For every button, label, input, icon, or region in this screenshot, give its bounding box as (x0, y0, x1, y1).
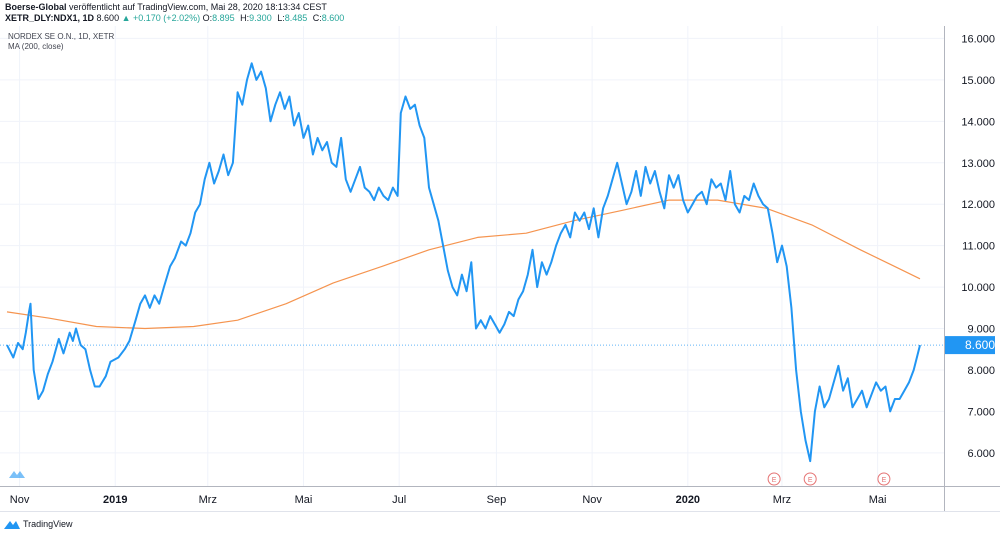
x-tick-label: Mai (295, 494, 313, 506)
chart-watermark-icon (9, 471, 25, 478)
publisher-name[interactable]: Boerse-Global (5, 2, 67, 12)
earnings-marker-label: E (882, 477, 887, 484)
price-line (6, 62, 921, 463)
earnings-marker (767, 472, 781, 486)
y-tick-label: 8.000 (967, 365, 995, 377)
last-price-label-bg (945, 336, 995, 355)
published-text: veröffentlicht auf TradingView.com, Mai … (69, 2, 327, 12)
price-chart[interactable]: 6.000 7.000 8.000 9.000 10.000 11.000 12.000 13… (0, 26, 1000, 511)
y-tick-label: 12.000 (961, 199, 995, 211)
price-change: +0.170 (+2.02%) (133, 13, 201, 23)
earnings-marker (803, 472, 817, 486)
ohlc-close-key: C: (312, 13, 322, 23)
symbol-name[interactable]: XETR_DLY:NDX1, 1D (5, 13, 95, 23)
x-tick-label: Mai (869, 494, 887, 506)
x-tick-label: Mrz (199, 494, 217, 506)
legend-title[interactable]: NORDEX SE O.N., 1D, XETR (8, 32, 115, 41)
up-arrow-icon: ▲ (121, 13, 131, 23)
earnings-marker (877, 472, 891, 486)
last-price: 8.600 (96, 13, 120, 23)
y-tick-label: 13.000 (961, 158, 995, 170)
ohlc-low-key: L: (277, 13, 285, 23)
y-tick-label: 11.000 (962, 241, 995, 253)
earnings-marker-label: E (808, 477, 813, 484)
y-tick-label: 9.000 (967, 324, 995, 336)
ohlc-open-value: 8.895 (212, 13, 235, 23)
ohlc-low-value: 8.485 (284, 13, 308, 23)
last-price-label: 8.600 (965, 338, 995, 352)
y-tick-label: 14.000 (961, 116, 995, 128)
ohlc-high-value: 9.300 (249, 13, 272, 23)
legend-ma[interactable]: MA (200, close) (8, 42, 64, 51)
y-tick-label: 6.000 (967, 448, 995, 460)
x-tick-label: 2020 (676, 494, 700, 506)
x-tick-label: Mrz (773, 494, 791, 506)
earnings-marker-label: E (772, 477, 777, 484)
x-tick-label: Nov (10, 494, 30, 506)
x-tick-label: 2019 (103, 494, 127, 506)
publisher-line: Boerse-Global veröffentlicht auf Trading… (5, 2, 327, 13)
chart-frame[interactable]: 6.000 7.000 8.000 9.000 10.000 11.000 12.000 13… (0, 26, 1000, 511)
symbol-line: XETR_DLY:NDX1, 1D 8.600 ▲ +0.170 (+2.02%… (5, 13, 347, 24)
chart-header: Boerse-Global veröffentlicht auf Trading… (0, 0, 1000, 26)
y-tick-label: 7.000 (967, 406, 995, 418)
tradingview-logo[interactable]: TradingView (4, 519, 73, 529)
x-tick-label: Jul (392, 494, 406, 506)
x-tick-label: Nov (582, 494, 602, 506)
ohlc-high-key: H: (240, 13, 250, 23)
tradingview-icon (4, 520, 20, 529)
y-tick-label: 16.000 (961, 33, 995, 45)
ma-line (6, 199, 921, 330)
ohlc-close-value: 8.600 (321, 13, 345, 23)
ohlc-open-key: O: (202, 13, 213, 23)
chart-footer: TradingView (0, 511, 1000, 537)
footer-brand-label: TradingView (23, 519, 73, 529)
y-tick-label: 15.000 (961, 75, 995, 87)
x-tick-label: Sep (487, 494, 507, 506)
y-tick-label: 10.000 (961, 282, 995, 294)
